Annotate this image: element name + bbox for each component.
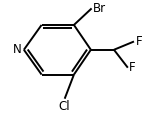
Text: Br: Br [93,2,106,15]
Text: Cl: Cl [59,100,71,113]
Text: N: N [13,43,22,56]
Text: F: F [129,61,136,74]
Text: F: F [136,35,142,48]
